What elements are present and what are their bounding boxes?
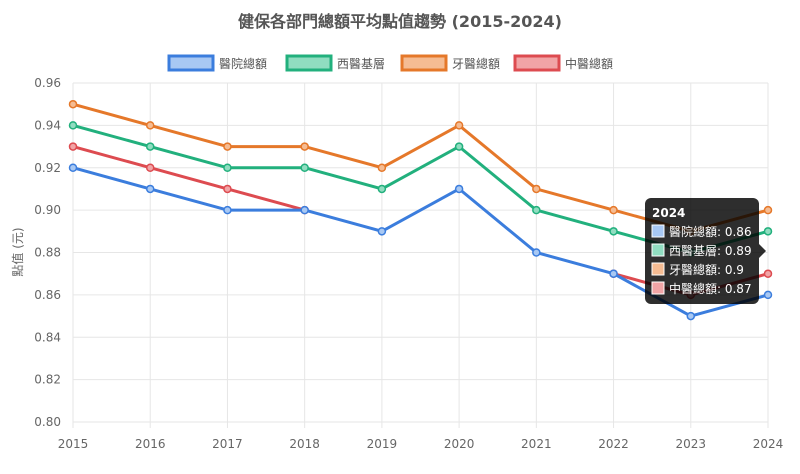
- x-tick-label: 2017: [212, 437, 243, 451]
- y-tick-label: 0.94: [34, 118, 61, 132]
- series-line: [72, 145, 306, 212]
- x-tick-label: 2023: [676, 437, 707, 451]
- tooltip-caret: [759, 244, 766, 258]
- y-axis-label: 點值 (元): [10, 227, 25, 276]
- data-point[interactable]: [454, 184, 464, 194]
- y-tick-label: 0.96: [34, 76, 61, 90]
- tooltip-title: 2024: [652, 206, 685, 220]
- legend-swatch: [400, 54, 448, 72]
- tooltip-swatch: [651, 262, 665, 276]
- tooltip-swatch: [651, 243, 665, 257]
- legend-label: 中醫總額: [565, 56, 613, 71]
- data-point[interactable]: [532, 205, 541, 215]
- data-point[interactable]: [609, 269, 618, 278]
- tooltip-swatch: [651, 281, 665, 295]
- x-axis-ticks: 2015 2016 2017 2018 2019 2020 2021 2022 2023 2024: [58, 437, 784, 451]
- legend-swatch: [167, 54, 215, 72]
- data-point[interactable]: [145, 142, 155, 151]
- legend-item[interactable]: 醫院總額: [167, 54, 267, 72]
- data-point[interactable]: [532, 248, 541, 257]
- tooltip-line: 西醫基層: 0.89: [669, 244, 752, 258]
- data-point[interactable]: [223, 142, 232, 151]
- data-point[interactable]: [300, 205, 309, 215]
- legend[interactable]: 醫院總額 西醫基層 牙醫總額 中醫總額: [167, 54, 613, 72]
- data-point[interactable]: [377, 184, 387, 194]
- data-point[interactable]: [609, 205, 618, 215]
- data-point[interactable]: [377, 227, 387, 236]
- data-point[interactable]: [300, 163, 309, 172]
- data-point[interactable]: [763, 269, 773, 278]
- data-point[interactable]: [686, 311, 696, 321]
- tooltip-box: [645, 198, 759, 304]
- data-point[interactable]: [763, 205, 773, 215]
- x-tick-label: 2022: [598, 437, 629, 451]
- x-tick-label: 2015: [58, 437, 89, 451]
- data-point[interactable]: [145, 121, 155, 130]
- y-tick-label: 0.84: [34, 330, 61, 344]
- data-point[interactable]: [223, 184, 232, 194]
- data-point[interactable]: [68, 121, 78, 130]
- x-tick-label: 2020: [444, 437, 475, 451]
- data-point[interactable]: [223, 205, 232, 215]
- data-point[interactable]: [377, 163, 387, 172]
- y-axis-ticks: 0.96 0.94 0.92 0.90 0.88 0.86 0.84 0.82 0.80: [34, 76, 61, 429]
- tooltip: 2024 醫院總額: 0.86 西醫基層: 0.89 牙醫總額: 0.9 中醫總額: 0…: [645, 198, 766, 304]
- data-point[interactable]: [454, 121, 464, 130]
- chart-title: 健保各部門總額平均點值趨勢 (2015-2024): [238, 12, 562, 31]
- tooltip-line: 中醫總額: 0.87: [669, 281, 752, 296]
- data-point[interactable]: [145, 184, 155, 194]
- y-tick-label: 0.90: [34, 203, 61, 217]
- data-point[interactable]: [763, 290, 773, 300]
- y-tick-label: 0.86: [34, 288, 61, 302]
- x-tick-label: 2016: [135, 437, 166, 451]
- data-point[interactable]: [223, 163, 232, 172]
- legend-item[interactable]: 西醫基層: [285, 54, 385, 72]
- y-tick-label: 0.82: [34, 373, 61, 387]
- data-point[interactable]: [300, 142, 309, 151]
- y-tick-label: 0.92: [34, 161, 61, 175]
- x-tick-label: 2021: [521, 437, 552, 451]
- data-point[interactable]: [454, 142, 464, 151]
- legend-swatch: [285, 54, 333, 72]
- data-point[interactable]: [532, 184, 541, 194]
- tooltip-line: 牙醫總額: 0.9: [669, 262, 744, 277]
- tooltip-line: 醫院總額: 0.86: [669, 224, 752, 239]
- data-point[interactable]: [763, 227, 773, 236]
- legend-label: 醫院總額: [219, 56, 267, 71]
- x-tick-label: 2019: [367, 437, 398, 451]
- y-tick-label: 0.80: [34, 415, 61, 429]
- legend-label: 牙醫總額: [452, 56, 500, 71]
- legend-swatch: [513, 54, 561, 72]
- data-point[interactable]: [609, 227, 618, 236]
- legend-item[interactable]: 中醫總額: [513, 54, 613, 72]
- legend-item[interactable]: 牙醫總額: [400, 54, 500, 72]
- tooltip-swatch: [651, 224, 665, 238]
- data-point[interactable]: [145, 163, 155, 172]
- legend-label: 西醫基層: [337, 57, 385, 71]
- data-point[interactable]: [68, 163, 78, 172]
- x-tick-label: 2018: [289, 437, 320, 451]
- x-tick-label: 2024: [753, 437, 784, 451]
- y-tick-label: 0.88: [34, 246, 61, 260]
- data-point[interactable]: [68, 142, 78, 151]
- data-point[interactable]: [68, 99, 78, 109]
